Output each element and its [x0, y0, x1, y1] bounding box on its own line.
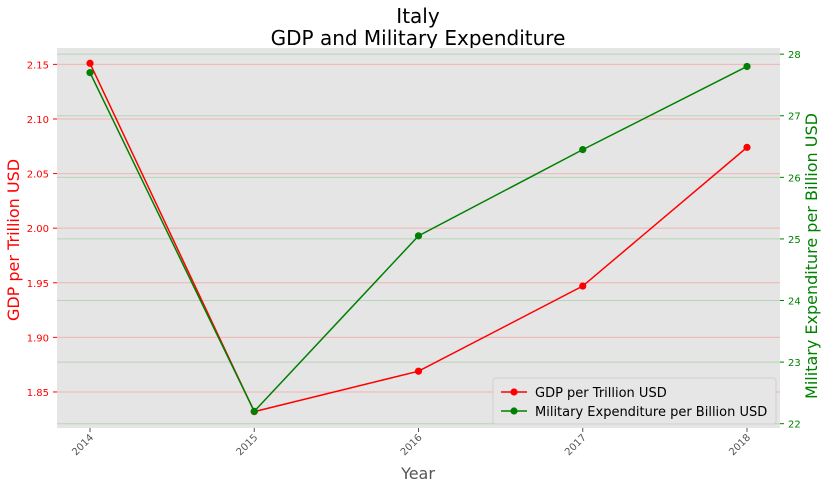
data-point-1: [86, 59, 94, 67]
y-tick-label-left: 1.85: [27, 388, 49, 399]
y-tick-label-right: 24: [788, 297, 801, 308]
y-tick-label-right: 25: [788, 235, 801, 246]
y-tick-label-right: 28: [788, 50, 801, 61]
y-axis-label-right: Military Expenditure per Billion USD: [802, 113, 821, 399]
x-tick-label: 2014: [70, 432, 96, 458]
y-tick-label-right: 22: [788, 420, 801, 431]
legend-box: [492, 377, 777, 425]
x-tick-label: 2015: [235, 432, 261, 458]
chart-subtitle: GDP and Military Expenditure: [271, 26, 566, 50]
x-tick-label: 2017: [563, 432, 589, 458]
data-point-2: [250, 407, 258, 415]
legend-marker-2: [510, 407, 518, 415]
x-tick-label: 2018: [727, 432, 753, 458]
data-point-2: [743, 62, 751, 71]
y-tick-label-right: 26: [788, 173, 801, 184]
y-tick-label-left: 1.90: [27, 333, 49, 344]
data-point-1: [579, 282, 587, 290]
x-tick-label: 2016: [399, 432, 425, 458]
data-point-1: [414, 367, 423, 375]
data-point-2: [86, 69, 94, 77]
data-point-2: [414, 232, 423, 240]
legend-label-1: GDP per Trillion USD: [535, 386, 667, 401]
y-tick-label-left: 1.95: [27, 279, 49, 290]
data-point-1: [743, 143, 751, 151]
x-axis-label: Year: [400, 464, 435, 483]
y-tick-label-left: 2.00: [27, 224, 49, 235]
y-tick-label-right: 23: [788, 358, 801, 369]
y-tick-label-left: 2.10: [27, 115, 49, 126]
legend-label-2: Military Expenditure per Billion USD: [535, 405, 767, 420]
y-axis-label-left: GDP per Trillion USD: [4, 159, 23, 321]
series-layer: [86, 59, 751, 416]
legend: GDP per Trillion USD Military Expenditure…: [492, 377, 777, 425]
data-point-2: [579, 146, 587, 154]
chart-title: Italy: [396, 4, 440, 28]
y-tick-label-left: 2.05: [27, 170, 49, 181]
y-tick-label-right: 27: [788, 112, 801, 123]
legend-marker-1: [510, 388, 518, 396]
y-tick-label-left: 2.15: [27, 60, 49, 71]
